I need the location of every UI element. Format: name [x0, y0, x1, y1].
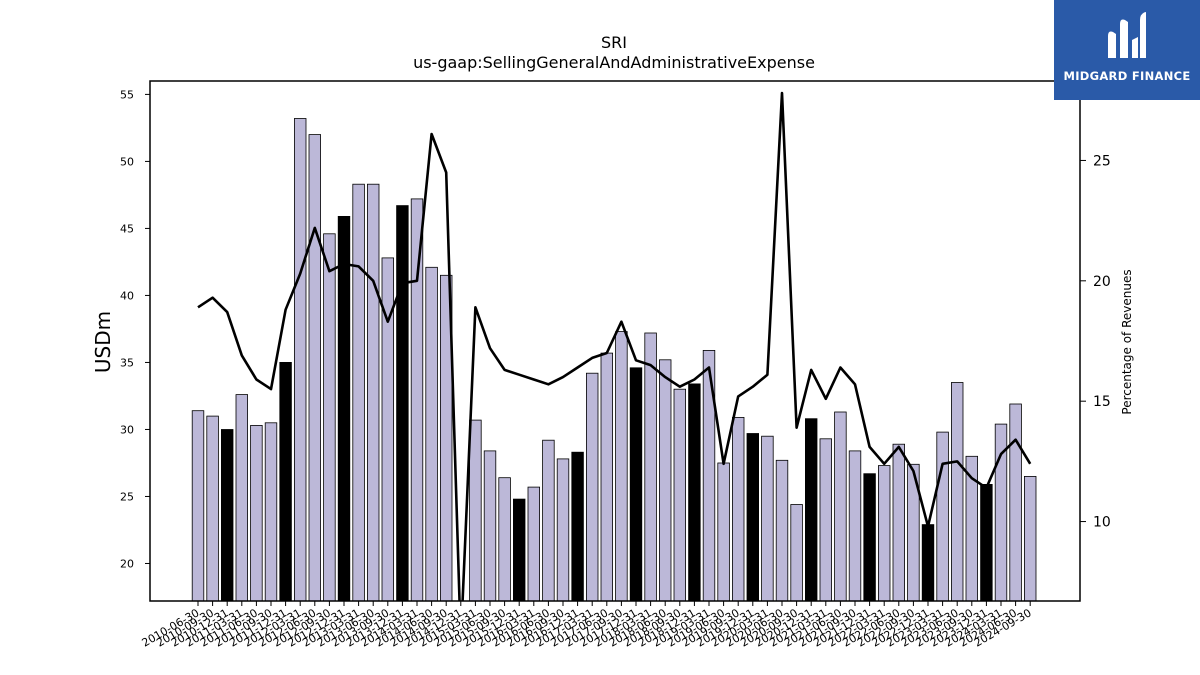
- y-axis-label: USDm: [91, 311, 115, 373]
- bar-2015-12-31: [513, 498, 526, 601]
- bar-2020-09-30: [790, 504, 803, 601]
- bar-2017-06-30: [600, 352, 614, 601]
- y-tick-label: 55: [120, 88, 134, 101]
- bar-2011-12-31: [279, 361, 292, 601]
- bar-2019-06-30: [717, 462, 730, 601]
- y2-axis-label: Percentage of Revenues: [1120, 269, 1134, 414]
- bar-2015-09-30: [498, 477, 511, 601]
- bar-2018-06-30: [659, 359, 672, 601]
- bar-2014-03-31: [410, 198, 424, 601]
- bar-2013-09-30: [381, 257, 395, 601]
- bar-2017-09-30: [615, 331, 628, 601]
- bar-2019-03-31: [702, 349, 716, 601]
- bar-2021-03-31: [819, 438, 833, 601]
- bar-2012-06-30: [308, 134, 322, 601]
- bar-2021-06-30: [834, 411, 847, 601]
- chart-subtitle: us-gaap:SellingGeneralAndAdministrativeE…: [413, 53, 815, 72]
- bar-2016-09-30: [556, 458, 570, 601]
- y-tick-label: 30: [120, 423, 134, 436]
- axes: 2025303540455055101520252010-06-302010-0…: [120, 80, 1111, 650]
- bar-2016-12-31: [571, 451, 584, 601]
- y-tick-label: 50: [120, 155, 134, 168]
- bar-2010-06-30: [191, 410, 205, 601]
- bar-2013-12-31: [396, 205, 409, 601]
- bar-2021-09-30: [848, 450, 862, 601]
- y2-tick-label: 15: [1093, 394, 1111, 410]
- brand-logo: MIDGARD FINANCE: [1054, 0, 1200, 100]
- midgard-logo-icon: [1108, 12, 1146, 58]
- bar-2023-06-30: [951, 382, 964, 601]
- bar-2017-12-31: [629, 367, 643, 601]
- bar-series: [191, 118, 1037, 601]
- bar-2019-09-30: [732, 416, 745, 601]
- bar-2018-09-30: [673, 388, 687, 601]
- bar-2018-12-31: [688, 383, 701, 601]
- bar-2010-12-31: [220, 429, 234, 601]
- bar-2012-03-31: [293, 118, 307, 601]
- bar-2010-09-30: [206, 415, 219, 601]
- bar-2020-03-31: [761, 435, 774, 601]
- bar-2021-12-31: [863, 473, 876, 601]
- bar-2022-03-31: [878, 465, 891, 601]
- plot-frame: [149, 80, 1081, 602]
- y2-tick-label: 20: [1093, 274, 1111, 290]
- y-tick-label: 20: [120, 557, 134, 570]
- percentage-line-series: [197, 91, 1032, 601]
- bar-2013-03-31: [352, 183, 365, 601]
- bar-2018-03-31: [644, 332, 657, 601]
- percentage-line: [197, 91, 1032, 601]
- bar-2014-06-30: [425, 266, 438, 601]
- bar-2015-03-31: [469, 419, 482, 601]
- bar-2023-12-31: [980, 483, 993, 601]
- bar-2019-12-31: [746, 433, 760, 601]
- bar-2011-06-30: [250, 424, 263, 601]
- y-tick-label: 45: [120, 222, 134, 235]
- y2-tick-label: 10: [1093, 515, 1111, 531]
- bar-2016-03-31: [527, 486, 541, 601]
- bar-2012-12-31: [337, 215, 351, 601]
- bar-2016-06-30: [542, 439, 555, 601]
- bar-2012-09-30: [323, 233, 336, 601]
- bar-2022-06-30: [892, 443, 906, 601]
- bar-2017-03-31: [586, 372, 599, 601]
- bar-2011-03-31: [235, 394, 249, 601]
- bar-2022-12-31: [921, 524, 935, 601]
- bar-2020-12-31: [805, 418, 818, 601]
- bar-2024-06-30: [1009, 403, 1022, 601]
- y2-tick-label: 25: [1093, 153, 1111, 169]
- bar-2011-09-30: [264, 422, 278, 601]
- y-tick-label: 25: [120, 490, 134, 503]
- bar-2024-09-30: [1024, 475, 1037, 601]
- bar-2015-06-30: [483, 450, 497, 601]
- bar-2023-03-31: [936, 431, 949, 601]
- bar-2020-06-30: [775, 459, 789, 601]
- chart-title: SRI: [601, 33, 627, 52]
- y-tick-label: 40: [120, 289, 134, 302]
- bar-2013-06-30: [366, 183, 380, 601]
- brand-name: MIDGARD FINANCE: [1063, 69, 1191, 83]
- y-tick-label: 35: [120, 356, 134, 369]
- bar-2014-09-30: [439, 274, 453, 601]
- bar-2024-03-31: [994, 423, 1008, 601]
